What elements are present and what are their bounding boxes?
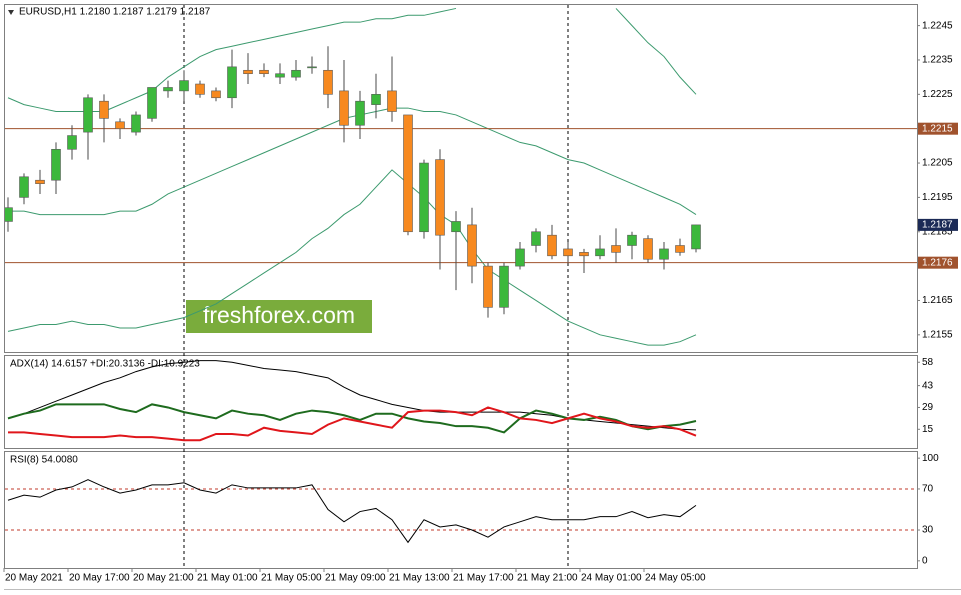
candle-body [499, 265, 509, 308]
y-tick-label: 43 [922, 380, 934, 391]
candle-body [115, 121, 125, 129]
candle-body [275, 73, 285, 78]
rsi-title: RSI(8) 54.0080 [10, 455, 78, 466]
candle-body [83, 97, 93, 133]
y-tick-label: 1.2235 [922, 55, 953, 66]
candle-body [643, 238, 653, 260]
y-tick-label: 15 [922, 424, 934, 435]
candle-body [307, 66, 317, 69]
candle-body [243, 69, 253, 75]
candle-body [179, 80, 189, 92]
indicator-line [7, 479, 697, 544]
candle-body [323, 69, 333, 95]
candle-body [147, 87, 157, 119]
candle-body [387, 90, 397, 112]
candle-body [627, 234, 637, 246]
candle-body [547, 234, 557, 257]
x-tick-label: 21 May 21:00 [517, 573, 578, 584]
menu-arrow [8, 10, 14, 15]
watermark-box [186, 300, 372, 333]
candle-body [355, 100, 365, 126]
candle-body [483, 265, 493, 308]
bollinger-band [7, 169, 697, 346]
x-tick-label: 24 May 05:00 [645, 573, 706, 584]
adx-title: ADX(14) 14.6157 +DI:20.3136 -DI:10.9223 [10, 359, 200, 370]
main-panel-frame [4, 4, 918, 353]
lines-layer [7, 360, 697, 442]
candle-body [163, 87, 173, 92]
indicator-line [7, 403, 697, 434]
indicator-line [8, 406, 697, 442]
y-tick-label: 30 [922, 525, 934, 536]
last-price-label: 1.2187 [922, 220, 953, 231]
x-tick-label: 21 May 01:00 [197, 573, 258, 584]
x-tick-label: 21 May 09:00 [325, 573, 386, 584]
main-title: EURUSD,H1 1.2180 1.2187 1.2179 1.2187 [19, 7, 211, 18]
candles-layer: freshforex.com [5, 7, 917, 346]
candle-body [435, 159, 445, 236]
x-tick-label: 21 May 05:00 [261, 573, 322, 584]
x-tick-label: 24 May 01:00 [581, 573, 642, 584]
candle-body [291, 69, 301, 78]
candle-body [339, 90, 349, 126]
level-price-box [918, 256, 958, 269]
y-tick-label: 100 [922, 453, 939, 464]
candle-body [579, 252, 589, 257]
y-tick-label: 1.2225 [922, 89, 953, 100]
level-price-label: 1.2215 [922, 123, 953, 134]
candle-body [675, 245, 685, 253]
level-price-box [918, 122, 958, 135]
candle-body [563, 248, 573, 257]
lines-layer [5, 479, 917, 544]
x-tick-label: 20 May 17:00 [69, 573, 130, 584]
y-tick-label: 1.2165 [922, 295, 953, 306]
x-tick-label: 20 May 21:00 [133, 573, 194, 584]
last-price-box [918, 218, 958, 231]
candle-body [131, 114, 141, 133]
candle-body [451, 221, 461, 233]
candle-body [19, 176, 29, 198]
watermark: freshforex.com [203, 302, 355, 328]
y-tick-label: 70 [922, 484, 934, 495]
x-tick-label: 20 May 2021 [5, 573, 63, 584]
candle-body [67, 135, 77, 150]
x-tick-label: 21 May 17:00 [453, 573, 514, 584]
candle-body [5, 207, 13, 222]
candle-body [195, 83, 205, 95]
candle-body [419, 162, 429, 233]
candle-body [691, 224, 701, 250]
y-tick-label: 1.2205 [922, 158, 953, 169]
y-tick-label: 1.2245 [922, 20, 953, 31]
y-tick-label: 1.2155 [922, 329, 953, 340]
bollinger-band [7, 7, 697, 113]
adx-panel-frame [4, 355, 918, 449]
candle-body [51, 148, 61, 181]
bollinger-band [8, 107, 697, 216]
candle-body [35, 179, 45, 184]
y-tick-label: 1.2185 [922, 226, 953, 237]
y-tick-label: 58 [922, 357, 934, 368]
x-tick-label: 21 May 13:00 [389, 573, 450, 584]
candle-body [659, 248, 669, 260]
candle-body [211, 90, 221, 99]
candle-body [595, 248, 605, 257]
rsi-panel-frame [4, 451, 918, 569]
candle-body [259, 69, 269, 75]
y-tick-label: 29 [922, 402, 934, 413]
candle-body [99, 100, 109, 119]
candle-body [371, 94, 381, 105]
candle-body [611, 245, 621, 253]
candle-body [467, 224, 477, 267]
candle-body [227, 66, 237, 99]
y-tick-label: 0 [922, 555, 928, 566]
candle-body [531, 231, 541, 246]
y-tick-label: 1.2195 [922, 192, 953, 203]
level-price-label: 1.2176 [922, 257, 953, 268]
candle-body [403, 114, 413, 233]
candle-body [515, 248, 525, 267]
